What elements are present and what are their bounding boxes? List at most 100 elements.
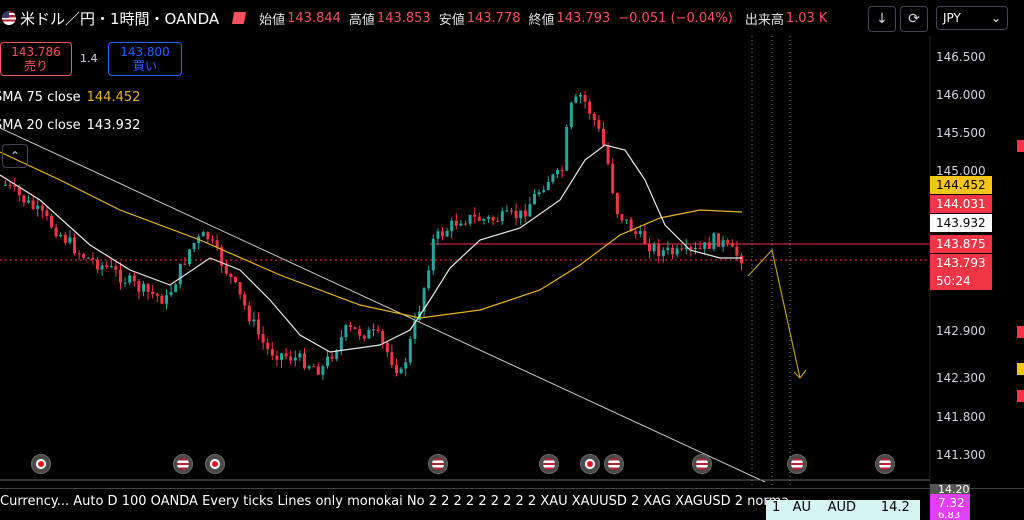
candle-body — [408, 338, 412, 363]
volume-label: 出来高 — [744, 12, 784, 28]
candle-body — [330, 356, 334, 359]
spread-value: 1.4 — [80, 52, 98, 65]
buy-button[interactable]: 143.800 買い — [108, 42, 182, 76]
close-value: 143.793 — [556, 10, 611, 26]
candle-body — [192, 243, 196, 250]
candle-body — [4, 184, 7, 186]
candle-body — [684, 246, 688, 250]
candle-body — [372, 329, 375, 331]
candle-body — [510, 210, 513, 212]
candle-body — [22, 195, 26, 203]
volume-value: 1.03 K — [785, 10, 828, 26]
currency-select[interactable]: JPY ⌄ — [936, 6, 1008, 30]
candle-body — [390, 352, 394, 366]
candle-body — [68, 237, 72, 243]
candle-body — [105, 265, 109, 267]
candle-body — [542, 190, 546, 193]
candle-body — [13, 185, 17, 187]
edge-marker — [1017, 140, 1024, 152]
candle-body — [721, 240, 725, 247]
economic-event-us-icon[interactable] — [428, 454, 448, 474]
economic-event-jp-icon[interactable] — [205, 454, 225, 474]
candle-body — [45, 210, 49, 217]
chevron-up-icon: ⌃ — [9, 149, 21, 163]
forecast-path — [747, 248, 801, 379]
economic-event-us-icon[interactable] — [692, 454, 712, 474]
candle-body — [592, 113, 596, 121]
economic-event-us-icon[interactable] — [787, 454, 807, 474]
candle-body — [86, 257, 90, 259]
high-label: 高値 — [348, 12, 375, 28]
economic-event-us-icon[interactable] — [604, 454, 624, 474]
candle-body — [431, 238, 435, 271]
indicator-sma75[interactable]: SMA 75 close 144.452 — [0, 90, 140, 105]
close-label: 終値 — [528, 12, 555, 28]
refresh-icon[interactable]: ⟳ — [900, 6, 928, 32]
candle-body — [211, 239, 214, 241]
candle-body — [606, 145, 610, 164]
economic-event-us-icon[interactable] — [875, 454, 895, 474]
arrow-down-icon[interactable]: ↓ — [868, 6, 896, 32]
candle-body — [560, 170, 564, 172]
candle-body — [63, 234, 67, 243]
candle-body — [353, 327, 357, 330]
economic-event-jp-icon[interactable] — [580, 454, 600, 474]
indicator-sma20[interactable]: SMA 20 close 143.932 — [0, 118, 140, 133]
candle-body — [266, 342, 270, 350]
candle-body — [381, 330, 385, 343]
chart-header: 米ドル／円・1時間・OANDA 始値 143.844 高値 143.853 安値… — [0, 0, 1024, 36]
candle-body — [385, 342, 389, 353]
candle-body — [362, 335, 366, 339]
candle-body — [206, 232, 210, 240]
candle-body — [142, 283, 145, 292]
candle-body — [275, 355, 279, 360]
candle-body — [146, 283, 150, 292]
candle-body — [477, 216, 481, 221]
candle-body — [238, 282, 242, 295]
candle-body — [247, 305, 251, 322]
candle-body — [36, 205, 40, 209]
indicator-value: 143.932 — [86, 118, 141, 133]
candle-body — [174, 284, 178, 293]
candle-body — [31, 200, 35, 209]
symbol-title[interactable]: 米ドル／円・1時間・OANDA — [20, 9, 220, 28]
candle-body — [491, 217, 495, 221]
candle-body — [165, 295, 168, 304]
low-label: 安値 — [438, 12, 465, 28]
candle-body — [119, 269, 122, 283]
candle-body — [726, 240, 730, 244]
candle-body — [321, 366, 325, 375]
candle-body — [689, 246, 693, 250]
economic-event-us-icon[interactable] — [173, 454, 193, 474]
sma75-line — [0, 151, 743, 319]
collapse-indicators-button[interactable]: ⌃ — [2, 144, 28, 168]
candle-body — [574, 96, 578, 103]
economic-event-us-icon[interactable] — [539, 454, 559, 474]
forecast-arrow-icon — [793, 369, 807, 379]
candle-body — [109, 266, 113, 268]
economic-event-jp-icon[interactable] — [31, 454, 51, 474]
candle-body — [293, 357, 297, 361]
candle-body — [537, 192, 541, 195]
sma20-line — [0, 144, 742, 353]
candle-body — [473, 214, 477, 217]
candle-body — [703, 242, 707, 249]
candle-body — [602, 128, 605, 146]
candle-body — [160, 295, 164, 304]
candle-body — [615, 193, 619, 215]
sell-button[interactable]: 143.786 売り — [0, 42, 72, 76]
candle-body — [579, 95, 582, 97]
candle-body — [367, 329, 371, 339]
candle-body — [496, 220, 500, 222]
candle-body — [59, 234, 63, 237]
open-value: 143.844 — [287, 10, 341, 26]
candle-body — [698, 247, 702, 249]
currency-strength-widget: 1 AU AUD 14.2 — [766, 500, 920, 520]
open-label: 始値 — [259, 12, 286, 28]
candle-body — [629, 219, 633, 232]
candle-body — [326, 356, 329, 367]
candle-body — [100, 265, 104, 270]
candle-body — [358, 329, 362, 336]
indicator-name: SMA 75 close — [0, 90, 81, 105]
